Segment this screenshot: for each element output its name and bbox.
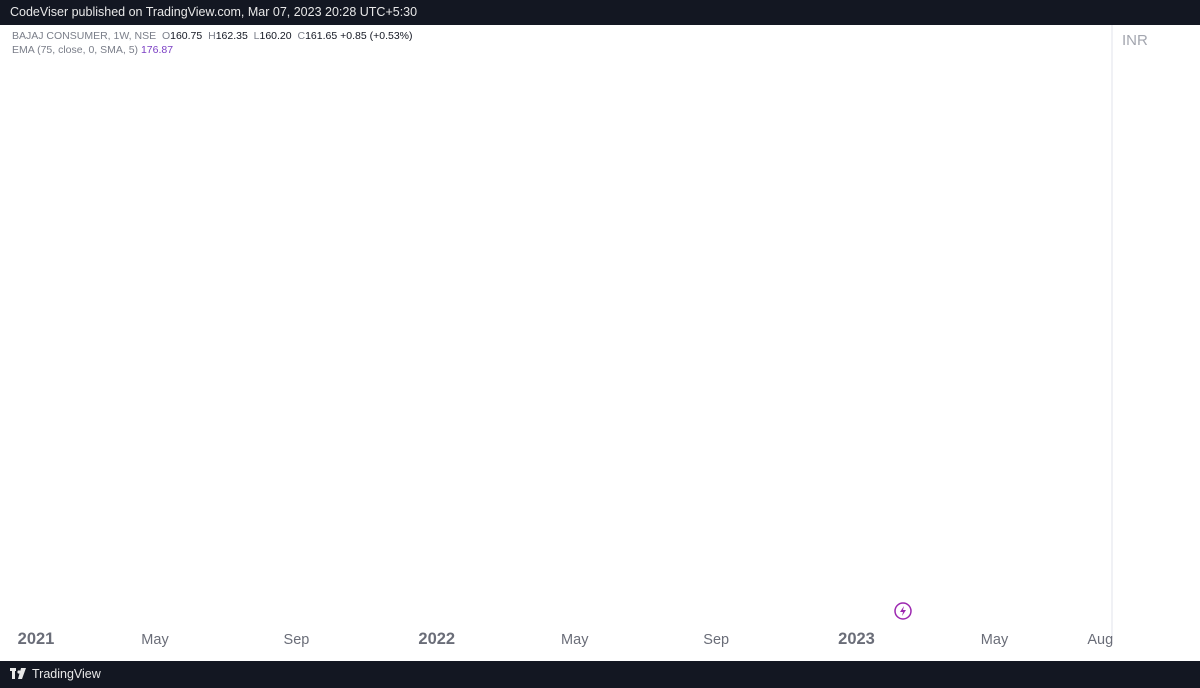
currency-label: INR (1122, 32, 1148, 49)
tradingview-brand-text: TradingView (32, 667, 101, 681)
lightning-bolt (900, 606, 906, 616)
symbol-name: BAJAJ CONSUMER, 1W, NSE (12, 30, 157, 42)
x-tick-label: Sep (284, 632, 310, 648)
ohlc-open: O160.75 (161, 30, 203, 42)
tradingview-footer: TradingView (0, 661, 1200, 688)
ema-legend: EMA (75, close, 0, SMA, 5) 176.87 (12, 44, 173, 56)
publish-header: CodeViser published on TradingView.com, … (0, 0, 1200, 25)
x-tick-label: 2023 (838, 630, 875, 648)
ohlc-low: L160.20 (253, 30, 292, 42)
ohlc-close: C161.65 (297, 30, 338, 42)
ohlc-change: +0.85 (+0.53%) (340, 30, 413, 42)
x-tick-label: 2022 (418, 630, 455, 648)
symbol-legend: BAJAJ CONSUMER, 1W, NSE O160.75 H162.35 … (12, 30, 413, 42)
tradingview-brand: TradingView (10, 667, 101, 681)
tradingview-logo-icon (10, 668, 26, 680)
x-tick-label: Sep (703, 632, 729, 648)
x-tick-label: 2021 (18, 630, 55, 648)
lightning-icon (894, 602, 912, 620)
ema-value: 176.87 (140, 44, 174, 56)
publish-text: CodeViser published on TradingView.com, … (10, 5, 418, 19)
x-tick-label: May (981, 632, 1009, 648)
ohlc-high: H162.35 (208, 30, 248, 42)
ema-label: EMA (75, close, 0, SMA, 5) (12, 44, 139, 56)
x-tick-label: Aug (1087, 632, 1113, 648)
x-tick-label: May (141, 632, 169, 648)
price-chart[interactable]: INR320.00280.00240.00220.00200.00180.001… (0, 25, 1200, 661)
x-tick-label: May (561, 632, 589, 648)
